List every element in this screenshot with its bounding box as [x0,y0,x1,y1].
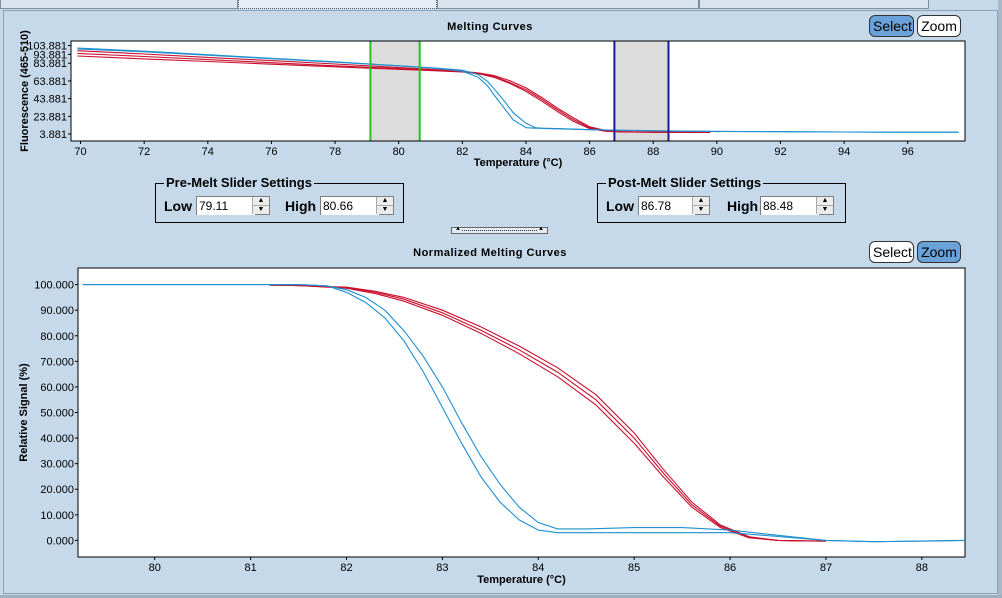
melting-curves-chart[interactable]: 70 72 74 76 78 80 82 84 86 88 90 92 94 96 103.881 83.88… [0,0,1002,175]
x-tick-label: 80 [393,146,405,158]
x-tick-label: 70 [74,146,86,158]
bottom-zoom-button[interactable]: Zoom [917,241,961,263]
x-tick-label: 88 [647,146,659,158]
x-tick-label: 80 [149,562,161,574]
x-tick-label: 86 [583,146,595,158]
pre-melt-high-up-icon[interactable]: ▲ [377,197,393,206]
y-tick-label: 40.000 [40,433,74,445]
y-axis-title: Relative Signal (%) [18,363,30,462]
bottom-select-button[interactable]: Select [869,241,914,263]
tab-middle[interactable] [437,0,699,9]
pre-melt-low-up-icon[interactable]: ▲ [253,197,269,206]
post-melt-high-up-icon[interactable]: ▲ [817,197,833,206]
post-melt-high-input[interactable] [761,197,819,215]
post-melt-low-input[interactable] [639,197,695,215]
pre-melt-low-label: Low [164,198,192,214]
post-melt-high-spinner[interactable]: ▲ ▼ [760,196,834,215]
panel-splitter[interactable]: ▲ ▲ [451,226,548,234]
x-tick-label: 83 [436,562,448,574]
x-tick-label: 76 [265,146,277,158]
x-tick-label: 85 [628,562,640,574]
tab-strip [0,0,1002,10]
pre-melt-region [370,41,420,141]
x-tick-label: 96 [902,146,914,158]
pre-melt-low-down-icon[interactable]: ▼ [257,206,265,213]
post-melt-title: Post-Melt Slider Settings [606,175,764,190]
post-melt-high-down-icon[interactable]: ▼ [821,206,829,213]
window-bottom-border [0,595,1002,598]
series-line [269,284,827,542]
y-axis-title: Fluorescence (465-510) [19,30,31,152]
y-tick-label: 3.881 [39,129,67,141]
post-melt-region [614,41,669,141]
y-tick-label: 90.000 [40,305,74,317]
x-tick-label: 82 [340,562,352,574]
y-tick-label: 83.881 [33,58,67,70]
pre-melt-low-input[interactable] [197,197,255,215]
y-tick-label: 50.000 [40,408,74,420]
splitter-right-arrow-icon: ▲ [538,226,544,232]
splitter-left-arrow-icon: ▲ [455,226,461,232]
tab-left[interactable] [0,0,238,9]
post-melt-low-spinner[interactable]: ▲ ▼ [638,196,710,215]
pre-melt-high-label: High [285,198,317,214]
x-axis-title: Temperature (°C) [477,574,566,586]
y-tick-label: 0.000 [46,535,74,547]
tab-right[interactable] [699,0,929,9]
x-tick-label: 81 [244,562,256,574]
pre-melt-high-spinner[interactable]: ▲ ▼ [320,196,394,215]
x-tick-label: 84 [520,146,532,158]
y-tick-label: 100.000 [34,280,74,292]
x-tick-label: 82 [456,146,468,158]
x-tick-label: 74 [202,146,214,158]
post-melt-low-up-icon[interactable]: ▲ [693,197,709,206]
post-melt-high-label: High [727,198,759,214]
x-tick-label: 84 [532,562,544,574]
top-zoom-button[interactable]: Zoom [917,15,961,37]
y-tick-label: 60.000 [40,382,74,394]
x-tick-label: 86 [724,562,736,574]
y-tick-label: 80.000 [40,331,74,343]
x-tick-label: 88 [916,562,928,574]
post-melt-low-down-icon[interactable]: ▼ [697,206,705,213]
pre-melt-low-spinner[interactable]: ▲ ▼ [196,196,270,215]
pre-melt-settings: Pre-Melt Slider Settings Low ▲ ▼ High ▲ … [155,175,404,223]
pre-melt-high-down-icon[interactable]: ▼ [381,206,389,213]
y-tick-label: 43.881 [33,94,67,106]
splitter-grip [462,230,537,231]
y-tick-label: 70.000 [40,356,74,368]
post-melt-low-arrows[interactable]: ▲ ▼ [692,197,709,214]
series-line [82,284,966,543]
top-select-button[interactable]: Select [869,15,914,37]
pre-melt-high-arrows[interactable]: ▲ ▼ [376,197,393,214]
normalized-curves-title: Normalized Melting Curves [413,247,567,259]
y-tick-label: 10.000 [40,510,74,522]
post-melt-high-arrows[interactable]: ▲ ▼ [816,197,833,214]
x-tick-label: 72 [138,146,150,158]
plot-area [77,267,966,558]
y-tick-label: 20.000 [40,484,74,496]
y-tick-label: 103.881 [27,41,67,53]
y-tick-label: 63.881 [33,76,67,88]
y-tick-label: 93.881 [33,49,67,61]
window-border [998,0,1002,598]
pre-melt-high-input[interactable] [321,197,379,215]
melting-curves-title: Melting Curves [447,21,533,33]
post-melt-settings: Post-Melt Slider Settings Low ▲ ▼ High ▲… [597,175,846,223]
tab-active[interactable] [238,0,437,9]
x-tick-label: 92 [774,146,786,158]
y-tick-label: 30.000 [40,459,74,471]
y-tick-label: 23.881 [33,111,67,123]
x-tick-label: 94 [838,146,850,158]
post-melt-low-label: Low [606,198,634,214]
x-tick-label: 90 [711,146,723,158]
x-tick-label: 87 [820,562,832,574]
x-tick-label: 78 [329,146,341,158]
series-line [77,50,711,133]
x-axis-title: Temperature (°C) [474,157,563,169]
pre-melt-title: Pre-Melt Slider Settings [164,175,314,190]
series-line [77,48,959,133]
pre-melt-low-arrows[interactable]: ▲ ▼ [252,197,269,214]
